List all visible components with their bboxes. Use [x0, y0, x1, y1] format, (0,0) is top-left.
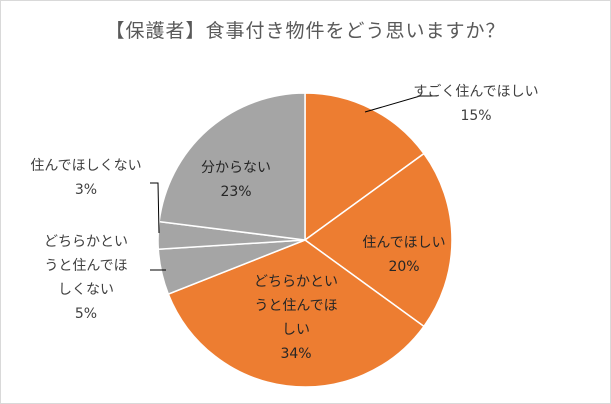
pie-slice-6	[158, 92, 306, 241]
leader-line-1	[364, 95, 437, 113]
slice-label-5: 住んでほしくない 3%	[30, 158, 141, 198]
slice-value-5: 3%	[75, 182, 97, 198]
slice-label-6: 分からない 23%	[201, 160, 271, 200]
slice-label-3: どちらかというと住んでほしい 34%	[254, 274, 338, 362]
pie-slice-1	[304, 92, 425, 242]
slice-value-4: 5%	[75, 306, 97, 322]
slice-value-6: 23%	[220, 184, 251, 200]
slice-value-1: 15%	[460, 108, 491, 124]
slice-label-1: すごく住んでほしい 15%	[413, 84, 538, 124]
pie-slice-2	[303, 152, 453, 328]
slice-value-3: 34%	[280, 346, 311, 362]
slice-value-2: 20%	[388, 259, 419, 275]
slice-label-4: どちらかというと住んでほしくない 5%	[44, 234, 128, 322]
leader-line-5	[150, 182, 160, 234]
slice-label-2: 住んでほしい 20%	[362, 235, 445, 275]
chart-title: 【保護者】食事付き物件をどう思いますか？	[105, 20, 506, 42]
pie-slice-3	[167, 239, 425, 388]
